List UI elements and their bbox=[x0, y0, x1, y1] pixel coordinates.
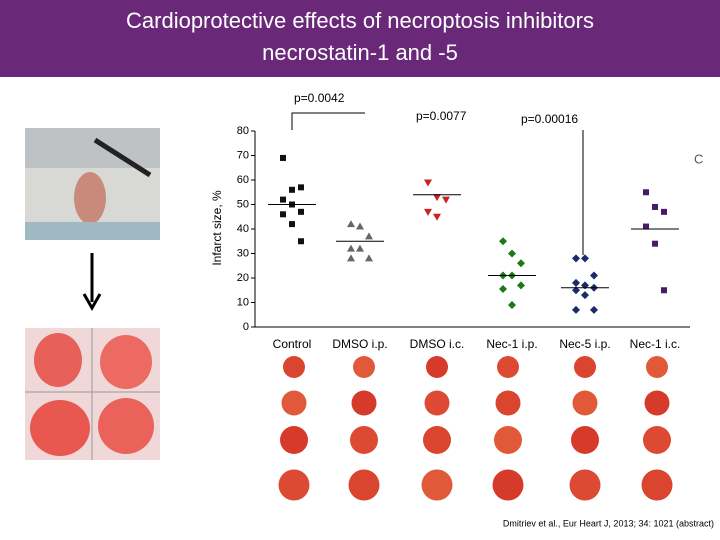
data-point bbox=[442, 196, 450, 204]
title: Cardioprotective effects of necroptosis … bbox=[126, 8, 594, 33]
data-point bbox=[424, 208, 432, 216]
data-point bbox=[517, 281, 525, 290]
data-point bbox=[581, 291, 589, 300]
heart-slice bbox=[643, 426, 671, 454]
data-point bbox=[643, 189, 649, 196]
data-point bbox=[661, 208, 667, 215]
heart-slice bbox=[572, 390, 598, 416]
data-point bbox=[590, 271, 598, 280]
data-point bbox=[433, 213, 441, 221]
y-tick-label: 40 bbox=[237, 223, 249, 235]
y-tick-label: 20 bbox=[237, 272, 249, 284]
annotation: p=0.00016 bbox=[521, 112, 578, 126]
title-banner bbox=[0, 0, 720, 77]
heart-section bbox=[30, 400, 90, 456]
x-tick-label: Nec-5 i.p. bbox=[559, 337, 610, 351]
heart-slice bbox=[574, 356, 596, 378]
annotation: p=0.0077 bbox=[416, 109, 467, 123]
heart-slice bbox=[283, 356, 305, 378]
x-tick-label: DMSO i.p. bbox=[332, 337, 387, 351]
data-point bbox=[424, 179, 432, 187]
x-tick-label: DMSO i.c. bbox=[410, 337, 465, 351]
x-tick-label: Control bbox=[273, 337, 312, 351]
y-axis-label: Infarct size, % bbox=[210, 190, 224, 266]
data-point bbox=[433, 194, 441, 202]
heart-slice bbox=[424, 390, 450, 416]
heart-section bbox=[34, 333, 82, 387]
data-point bbox=[298, 208, 304, 215]
heart-slice bbox=[350, 426, 378, 454]
data-point bbox=[508, 249, 516, 258]
y-tick-label: 30 bbox=[237, 247, 249, 259]
data-point bbox=[581, 254, 589, 263]
data-point bbox=[289, 221, 295, 228]
citation: Dmitriev et al., Eur Heart J, 2013; 34: … bbox=[503, 518, 714, 528]
annotation: p=0.0042 bbox=[294, 91, 345, 105]
heart-slice bbox=[646, 356, 668, 378]
data-point bbox=[499, 285, 507, 294]
heart-slice bbox=[492, 469, 524, 501]
data-point bbox=[347, 220, 355, 228]
data-point bbox=[572, 254, 580, 263]
heart-slice bbox=[641, 469, 673, 501]
y-tick-label: 10 bbox=[237, 296, 249, 308]
data-point bbox=[347, 244, 355, 252]
heart-slice bbox=[353, 356, 375, 378]
data-point bbox=[280, 154, 286, 161]
photo-bath bbox=[25, 222, 160, 240]
heart-slice bbox=[495, 390, 521, 416]
x-tick-label: Nec-1 i.p. bbox=[486, 337, 537, 351]
data-point bbox=[643, 223, 649, 230]
data-point bbox=[298, 238, 304, 245]
heart-slice bbox=[351, 390, 377, 416]
data-point bbox=[347, 254, 355, 262]
data-point bbox=[356, 244, 364, 252]
heart-slice bbox=[421, 469, 453, 501]
y-tick-label: 50 bbox=[237, 198, 249, 210]
heart-slice bbox=[497, 356, 519, 378]
y-tick-label: 80 bbox=[237, 125, 249, 137]
heart-slice bbox=[281, 390, 307, 416]
data-point bbox=[517, 259, 525, 268]
data-point bbox=[572, 305, 580, 314]
heart-slice bbox=[280, 426, 308, 454]
data-point bbox=[280, 196, 286, 203]
arrow-head bbox=[82, 293, 102, 312]
y-tick-label: 0 bbox=[243, 321, 249, 333]
x-tick-label: Nec-1 i.c. bbox=[630, 337, 681, 351]
data-point bbox=[652, 203, 658, 210]
heart-slice bbox=[426, 356, 448, 378]
heart-slice bbox=[571, 426, 599, 454]
photo-bg bbox=[25, 128, 160, 168]
photo-heart bbox=[74, 172, 106, 224]
heart-section bbox=[100, 335, 152, 389]
data-point bbox=[661, 287, 667, 294]
y-tick-label: 70 bbox=[237, 149, 249, 161]
data-point bbox=[590, 305, 598, 314]
bracket bbox=[291, 112, 365, 130]
heart-slice bbox=[348, 469, 380, 501]
data-point bbox=[289, 186, 295, 193]
data-point bbox=[499, 237, 507, 246]
data-point bbox=[572, 278, 580, 287]
heart-section bbox=[98, 398, 154, 454]
data-point bbox=[298, 184, 304, 191]
data-point bbox=[365, 254, 373, 262]
title: necrostatin-1 and -5 bbox=[262, 40, 458, 65]
heart-slice bbox=[644, 390, 670, 416]
heart-slice bbox=[569, 469, 601, 501]
heart-slice bbox=[423, 426, 451, 454]
data-point bbox=[652, 240, 658, 247]
data-point bbox=[365, 232, 373, 240]
heart-slice bbox=[278, 469, 310, 501]
panel-label: C bbox=[694, 151, 703, 166]
data-point bbox=[508, 300, 516, 309]
photo-cannula bbox=[93, 137, 152, 178]
heart-slice bbox=[494, 426, 522, 454]
data-point bbox=[280, 211, 286, 218]
data-point bbox=[356, 222, 364, 230]
y-tick-label: 60 bbox=[237, 174, 249, 186]
